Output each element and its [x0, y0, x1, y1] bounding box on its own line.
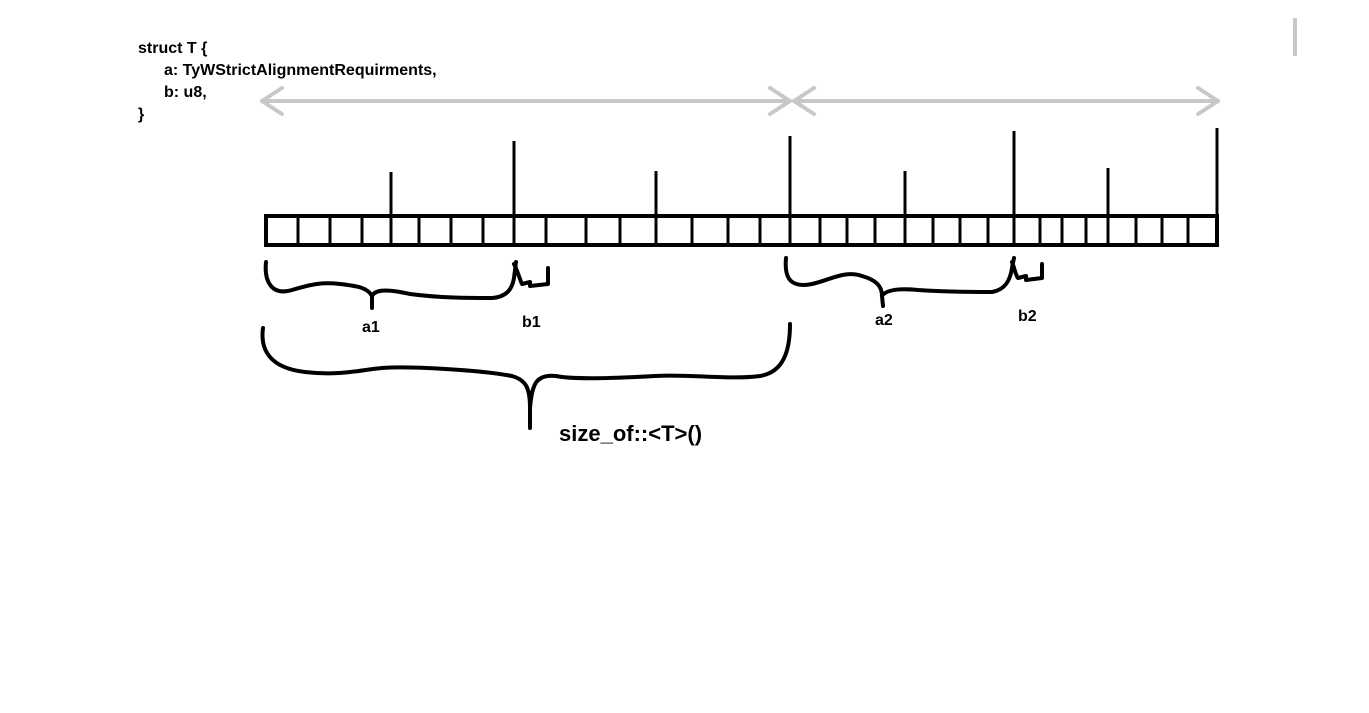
label-a1: a1	[362, 319, 380, 336]
label-b2: b2	[1018, 308, 1037, 325]
alignment-ticks	[389, 128, 1219, 216]
brace-a1	[263, 260, 518, 310]
brace-b1	[512, 262, 550, 288]
label-size-of: size_of::<T>()	[559, 421, 703, 446]
label-b1: b1	[522, 314, 541, 331]
code-line-field-a: a: TyWStrictAlignmentRequirments,	[164, 62, 437, 79]
memory-strip	[264, 214, 1219, 247]
code-line-closing-brace: }	[138, 106, 145, 123]
label-a2: a2	[875, 312, 893, 329]
stride-arrow-left	[260, 86, 792, 116]
code-line-struct-header: struct T {	[138, 40, 208, 57]
stride-arrow-right	[792, 86, 1220, 116]
brace-b2	[1010, 260, 1044, 282]
struct-definition: struct T { a: TyWStrictAlignmentRequirme…	[138, 38, 437, 126]
code-line-field-b: b: u8,	[164, 84, 207, 101]
brace-a2	[783, 256, 1016, 308]
brace-size	[260, 322, 792, 430]
scrollbar-thumb[interactable]	[1293, 18, 1297, 56]
